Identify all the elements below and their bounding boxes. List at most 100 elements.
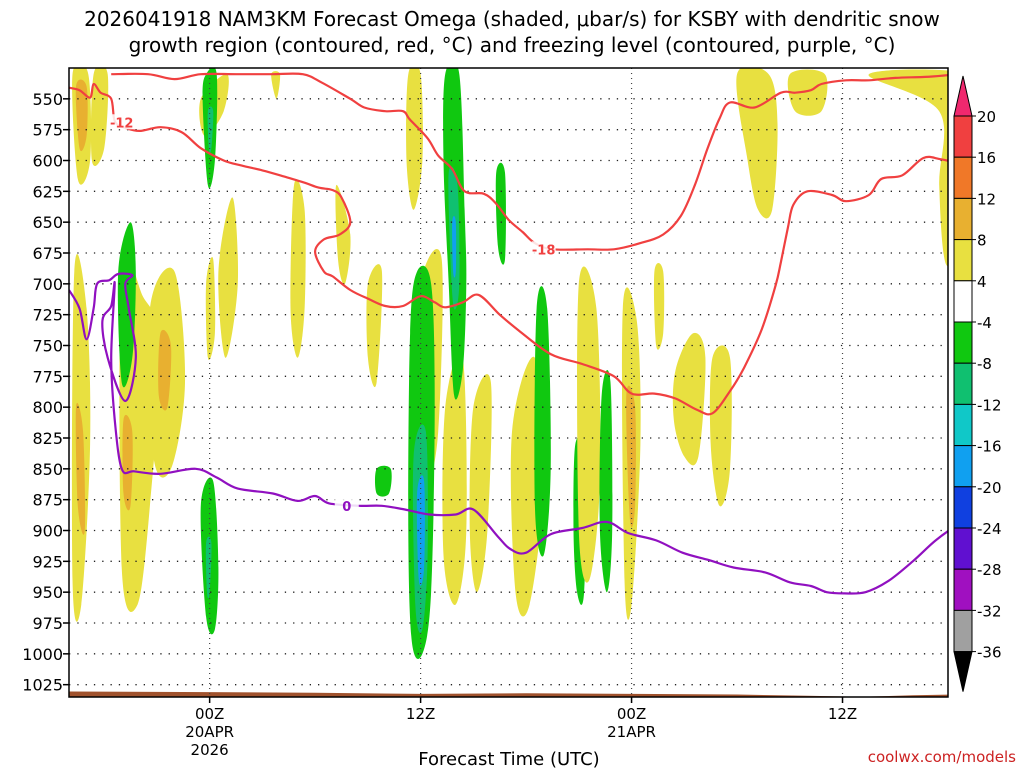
chart-title-line1: 2026041918 NAM3KM Forecast Omega (shaded… (84, 7, 940, 31)
omega-area-30 (452, 215, 457, 278)
y-tick-label: 1000 (22, 645, 63, 664)
colorbar-label: 16 (977, 149, 996, 167)
omega-area-36 (577, 266, 601, 583)
omega-area-2 (90, 68, 109, 166)
omega-area-32 (469, 374, 492, 593)
omega-area-24 (374, 465, 392, 497)
y-tick-label: 825 (32, 429, 63, 448)
x-tick-label: 12Z (406, 705, 435, 723)
contour-label-bg (531, 241, 556, 257)
contour-dgz-lower-18 (111, 72, 948, 251)
contour-label-bg (109, 114, 134, 130)
plot-background (69, 68, 948, 697)
colorbar-segment (953, 527, 973, 570)
chart-title-line2: growth region (contoured, red, °C) and f… (129, 33, 896, 57)
y-tick-label: 800 (32, 398, 63, 417)
colorbar-label: 12 (977, 190, 996, 208)
y-tick-label: 950 (32, 583, 63, 602)
y-tick-label: 750 (32, 337, 63, 356)
x-tick-year: 2026 (191, 741, 229, 759)
colorbar-segment (953, 568, 973, 611)
x-tick-label: 00Z (617, 705, 646, 723)
colorbar-segment (953, 445, 973, 488)
y-tick-label: 675 (32, 244, 63, 263)
omega-area-9 (205, 256, 216, 361)
y-tick-label: 875 (32, 491, 63, 510)
omega-area-4 (75, 402, 86, 535)
omega-area-8 (158, 329, 172, 411)
omega-area-45 (868, 69, 948, 267)
omega-area-16 (205, 536, 212, 599)
omega-area-19 (335, 184, 351, 285)
colorbar-segment (953, 115, 973, 158)
y-tick-label: 975 (32, 614, 63, 633)
y-tick-label: 600 (32, 152, 63, 171)
contour-label-dgz-upper-12: -12 (110, 116, 134, 131)
omega-area-20 (366, 264, 383, 388)
colorbar-label: -36 (977, 644, 1002, 662)
y-tick-label: 550 (32, 90, 63, 109)
omega-area-1 (75, 79, 88, 152)
colorbar-segment (953, 403, 973, 447)
colorbar-segment (953, 156, 973, 199)
omega-area-18 (290, 179, 306, 358)
omega-area-11 (218, 197, 239, 358)
omega-area-42 (709, 345, 732, 507)
colorbar-segment (953, 197, 973, 241)
omega-area-44 (787, 69, 828, 116)
colorbar-label: -32 (977, 602, 1002, 620)
contour-label-freezing-level-0: 0 (342, 500, 351, 515)
omega-area-21 (406, 68, 423, 210)
y-tick-label: 650 (32, 213, 63, 232)
colorbar-segment (953, 362, 973, 405)
y-tick-label: 575 (32, 121, 63, 140)
colorbar-segment (953, 280, 973, 323)
colorbar-segment (953, 486, 973, 529)
omega-area-37 (599, 369, 613, 593)
omega-area-23 (442, 351, 467, 606)
omega-area-39 (626, 385, 636, 528)
colorbar: 20 16 12 8 4 -4 -8 -12 -16 -20 -24 -28 -32 -36 (953, 75, 1002, 692)
omega-area-41 (672, 332, 706, 466)
y-tick-label: 775 (32, 367, 63, 386)
credit-text: coolwx.com/models (868, 748, 1016, 766)
x-tick-label: 12Z (828, 705, 857, 723)
temperature-contours: -12 -18 0 (69, 72, 948, 595)
colorbar-bottom-arrow (953, 651, 973, 692)
colorbar-label: 4 (977, 273, 987, 291)
y-tick-label: 850 (32, 460, 63, 479)
contour-label-dgz-lower-18: -18 (532, 243, 556, 258)
y-axis-ticks: 550 575 600 625 650 675 700 725 750 775 800 825 850 8… (22, 90, 69, 695)
colorbar-label: -20 (977, 479, 1002, 497)
omega-area-27 (416, 475, 425, 586)
omega-area-17 (271, 71, 281, 99)
colorbar-label: -8 (977, 355, 992, 373)
y-tick-label: 925 (32, 552, 63, 571)
contour-label-bg (334, 497, 359, 513)
x-tick-date: 20APR (185, 723, 234, 741)
contour-dgz-upper-12 (69, 82, 948, 416)
colorbar-label: 20 (977, 108, 996, 126)
colorbar-label: -4 (977, 314, 992, 332)
colorbar-label: -16 (977, 438, 1002, 456)
plot-frame (68, 67, 949, 698)
y-tick-label: 900 (32, 522, 63, 541)
x-tick-label: 00Z (195, 705, 224, 723)
colorbar-top-arrow (953, 75, 973, 117)
omega-area-12 (117, 222, 136, 388)
colorbar-segment (953, 239, 973, 282)
contour-freezing-level-0 (69, 272, 948, 595)
y-tick-label: 725 (32, 306, 63, 325)
colorbar-segment (953, 609, 973, 653)
x-tick-date: 21APR (607, 723, 656, 741)
y-tick-label: 700 (32, 275, 63, 294)
y-tick-label: 625 (32, 182, 63, 201)
x-axis-label: Forecast Time (UTC) (418, 749, 599, 768)
colorbar-label: -24 (977, 520, 1002, 538)
colorbar-label: 8 (977, 232, 987, 250)
omega-area-40 (653, 263, 665, 350)
colorbar-segment (953, 321, 973, 364)
omega-area-6 (122, 414, 133, 511)
